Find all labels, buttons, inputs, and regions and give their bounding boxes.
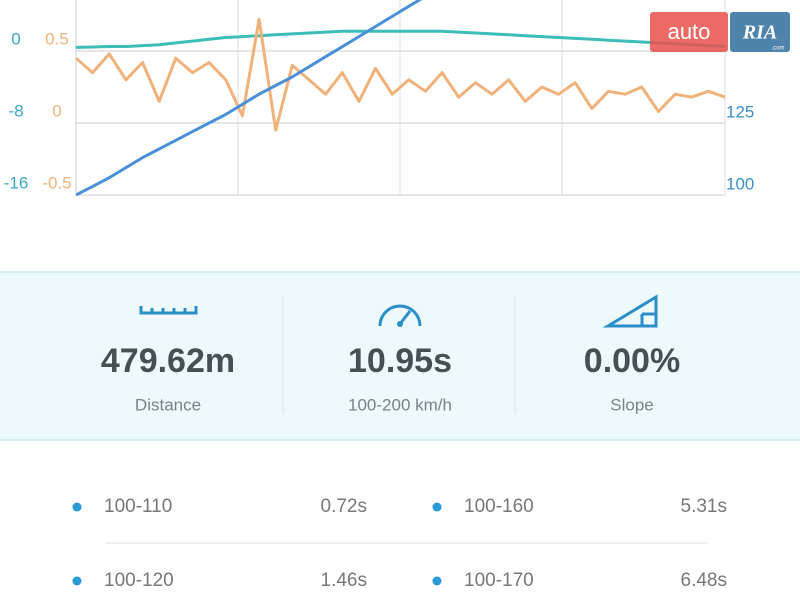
series-line — [76, 0, 423, 196]
slope-icon — [602, 294, 658, 328]
logo-ria: RIA — [742, 22, 777, 44]
split-time: 1.46s — [321, 570, 367, 591]
logo-com: .com — [771, 46, 784, 52]
stat-label: Distance — [135, 395, 201, 414]
y2-tick-label: 0 — [52, 101, 61, 120]
y-tick-label: -8 — [8, 101, 23, 120]
split-time: 0.72s — [321, 496, 367, 517]
series-line — [76, 17, 725, 132]
logo-red — [650, 12, 728, 52]
stat-label: Slope — [610, 395, 653, 414]
bullet — [432, 576, 442, 586]
y-tick-label: 0 — [11, 30, 20, 49]
bullet — [72, 502, 82, 512]
y3-tick-label: 100 — [726, 174, 754, 193]
y-tick-label: -16 — [4, 173, 29, 192]
split-range: 100-110 — [104, 496, 172, 517]
split-range: 100-160 — [464, 496, 534, 517]
stat-label: 100-200 km/h — [348, 395, 452, 414]
stat-value: 0.00% — [584, 342, 680, 380]
stat-value: 479.62m — [101, 342, 235, 380]
split-time: 5.31s — [681, 496, 727, 517]
gauge-icon — [378, 304, 422, 327]
stats-panel — [0, 272, 800, 440]
ruler-icon — [139, 306, 198, 315]
stat-value: 10.95s — [348, 342, 452, 380]
bullet — [72, 576, 82, 586]
logo-blue — [730, 12, 790, 52]
y3-tick-label: 125 — [726, 102, 754, 121]
series-line — [76, 29, 725, 49]
bullet — [432, 502, 442, 512]
icons — [139, 294, 658, 328]
y2-tick-label: 0.5 — [45, 29, 69, 48]
split-range: 100-120 — [104, 570, 174, 591]
split-time: 6.48s — [681, 570, 727, 591]
splits: 100-110 0.72s 100-160 5.31s 100-120 1.46s 100-… — [72, 496, 727, 591]
y2-tick-label: -0.5 — [42, 173, 71, 192]
stats: 479.62m Distance 10.95s 100-200 km/h 0.00% Sl… — [101, 342, 680, 415]
logo: auto RIA .com — [650, 12, 790, 52]
gauge-hub — [397, 321, 403, 327]
chart: -16 -8 0 -0.5 0 0.5 100 125 — [4, 0, 754, 196]
logo-auto: auto — [668, 19, 711, 44]
split-range: 100-170 — [464, 570, 534, 591]
